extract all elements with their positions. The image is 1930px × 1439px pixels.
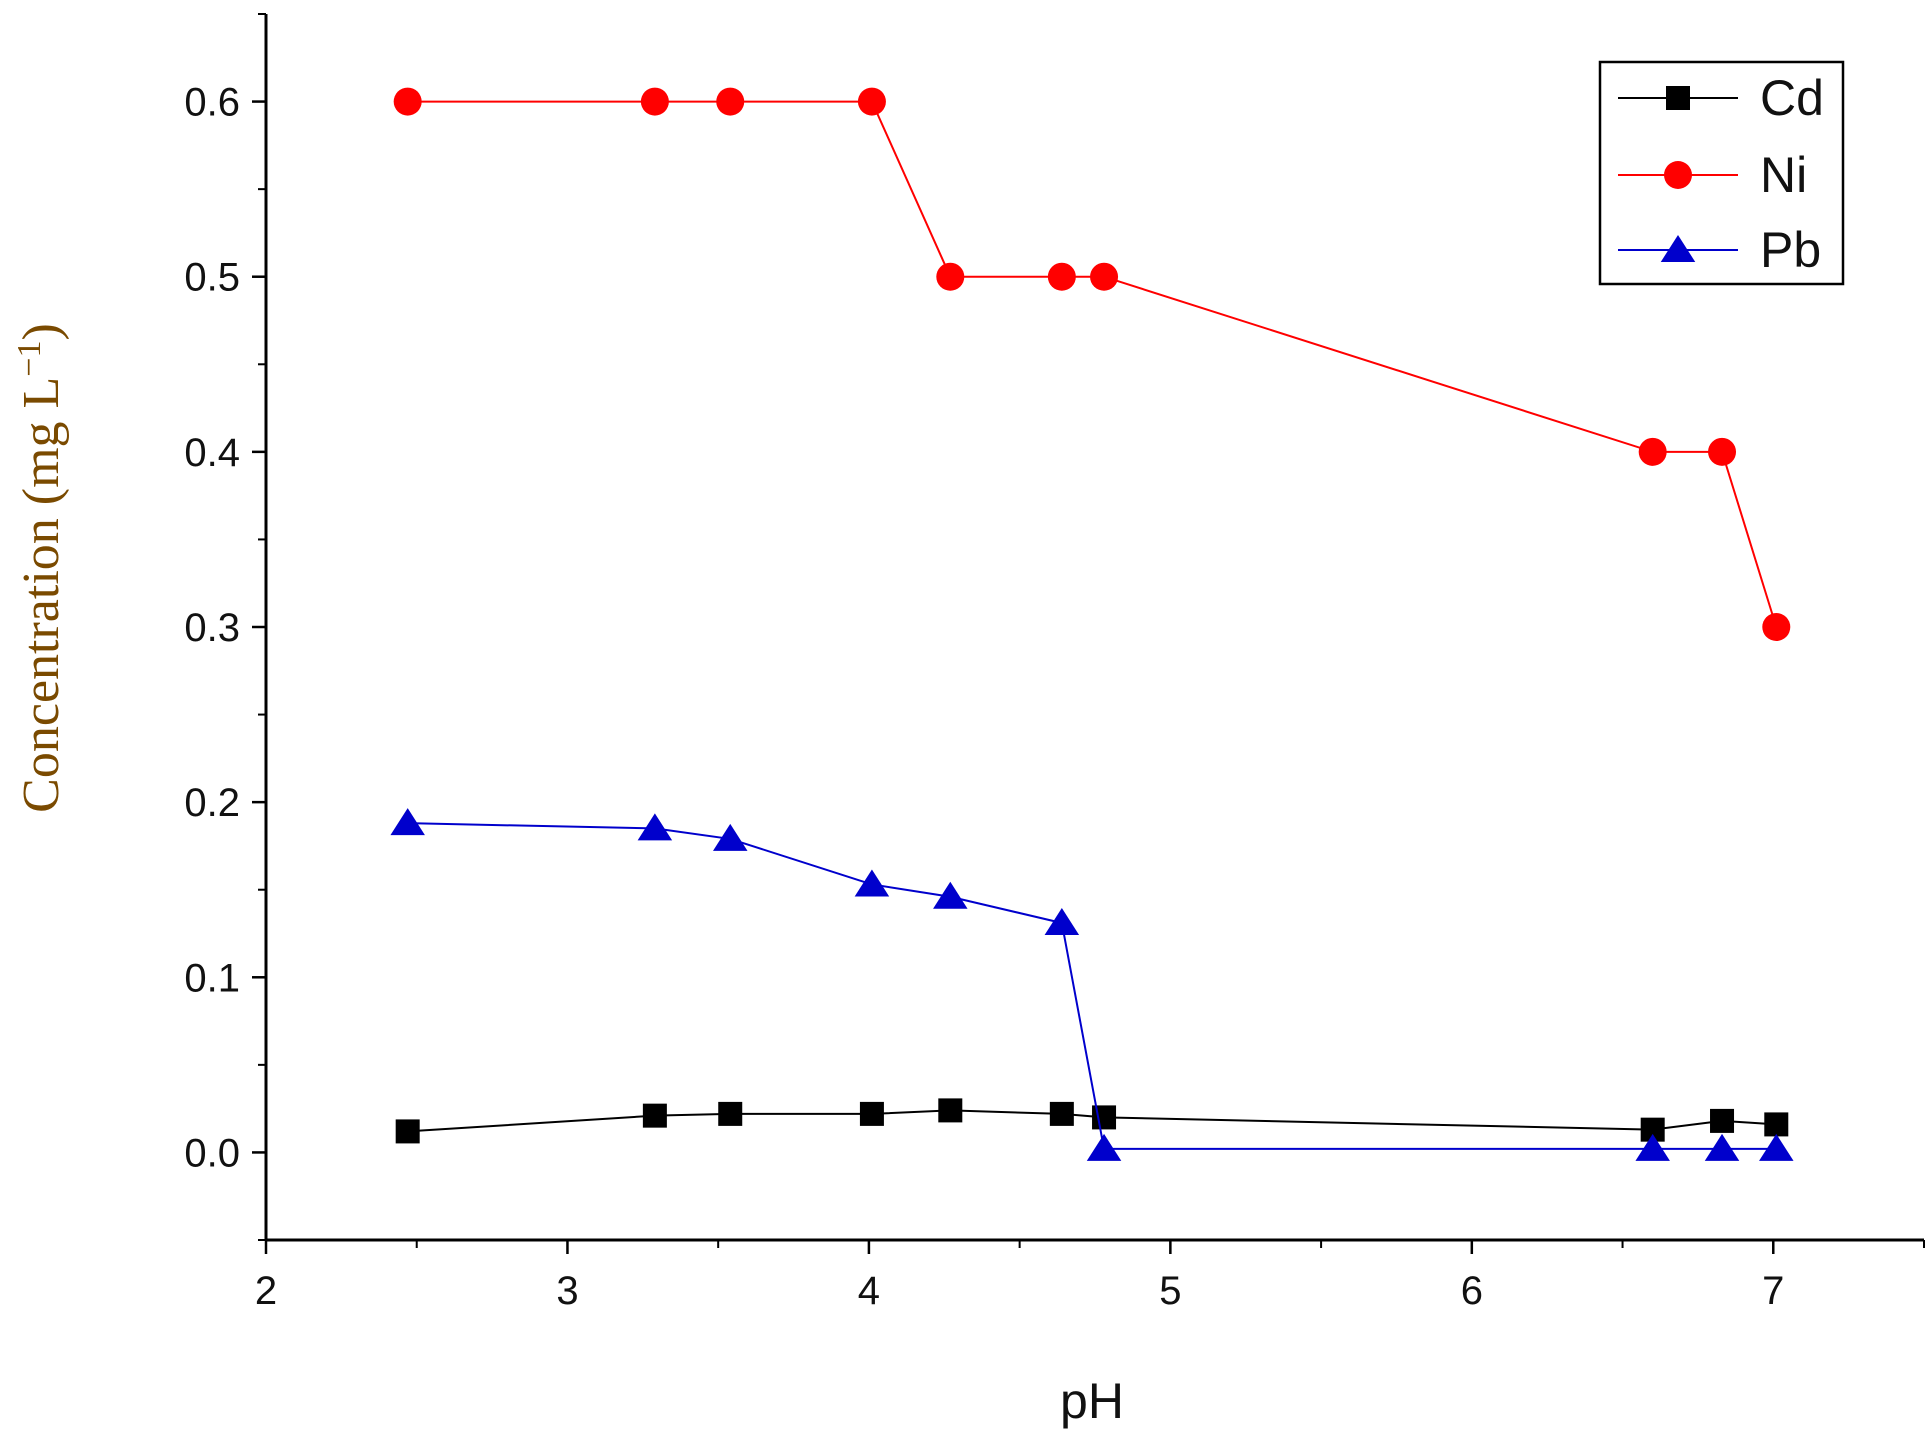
series-pb-point [712, 823, 748, 851]
series-ni [393, 87, 1791, 641]
series-ni-point [640, 87, 669, 116]
series-cd-point [938, 1098, 963, 1123]
series-cd-point [1764, 1112, 1789, 1137]
y-tick-label: 0.6 [184, 81, 240, 125]
y-axis-title-superscript: −1 [11, 341, 48, 377]
legend-ni-marker [1664, 161, 1692, 189]
series-ni-point [393, 87, 422, 116]
y-tick-label: 0.1 [184, 956, 240, 1000]
series-cd-point [859, 1101, 884, 1126]
y-axis-title: Concentration (mg L−1) [11, 323, 71, 813]
y-tick-label: 0.0 [184, 1131, 240, 1175]
y-tick-label: 0.5 [184, 256, 240, 300]
y-tick-label: 0.3 [184, 606, 240, 650]
series-pb-line [407, 822, 1777, 1150]
x-tick-label: 4 [858, 1269, 880, 1313]
series-pb-point [1635, 1133, 1670, 1161]
y-tick-label: 0.2 [184, 781, 240, 825]
x-tick-label: 5 [1159, 1269, 1181, 1313]
series-layer [390, 87, 1794, 1161]
x-axis-title: pH [1060, 1373, 1124, 1429]
x-tick-label: 6 [1461, 1269, 1483, 1313]
legend-cd-marker [1666, 86, 1690, 110]
legend: Cd Ni Pb [1598, 60, 1845, 286]
legend-ni-label: Ni [1760, 147, 1807, 203]
x-tick-label: 7 [1762, 1269, 1784, 1313]
series-cd-point [395, 1119, 420, 1144]
series-cd [395, 1098, 1789, 1144]
series-ni-point [1762, 613, 1791, 641]
series-ni-point [1090, 262, 1119, 291]
series-cd-line [407, 1109, 1777, 1133]
series-ni-point [716, 87, 745, 116]
legend-cd-label: Cd [1760, 70, 1824, 126]
series-pb-point [1759, 1133, 1794, 1161]
series-cd-point [642, 1103, 667, 1128]
x-tick-label: 2 [255, 1269, 277, 1313]
series-pb-point [1086, 1133, 1122, 1161]
legend-item-pb: Pb [1618, 222, 1821, 278]
x-axis-ticks: 2 3 4 5 6 7 [255, 1240, 1925, 1313]
series-cd-point [1049, 1101, 1074, 1126]
legend-item-ni: Ni [1618, 147, 1807, 203]
x-tick-label: 3 [556, 1269, 578, 1313]
legend-item-cd: Cd [1618, 70, 1824, 126]
series-ni-point [936, 262, 965, 291]
series-pb-point [933, 881, 968, 909]
legend-pb-marker [1660, 235, 1696, 262]
series-ni-point [857, 87, 886, 116]
series-ni-line [407, 100, 1778, 628]
series-pb-point [637, 813, 673, 841]
y-tick-label: 0.4 [184, 431, 240, 475]
legend-pb-label: Pb [1760, 222, 1821, 278]
series-cd-point [718, 1101, 743, 1126]
y-axis-ticks: 0.0 0.1 0.2 0.3 0.4 0.5 0.6 [184, 13, 266, 1241]
series-cd-point [1710, 1108, 1735, 1133]
y-axis-title-close: ) [13, 323, 70, 340]
y-axis-title-base: Concentration (mg L [13, 377, 70, 813]
series-pb-point [854, 869, 890, 897]
series-ni-point [1638, 437, 1667, 466]
series-pb-point [390, 808, 425, 836]
series-ni-point [1708, 437, 1737, 466]
series-pb-point [1044, 907, 1080, 935]
series-ni-point [1047, 262, 1076, 291]
series-pb-point [1704, 1133, 1740, 1161]
series-pb [390, 808, 1794, 1161]
